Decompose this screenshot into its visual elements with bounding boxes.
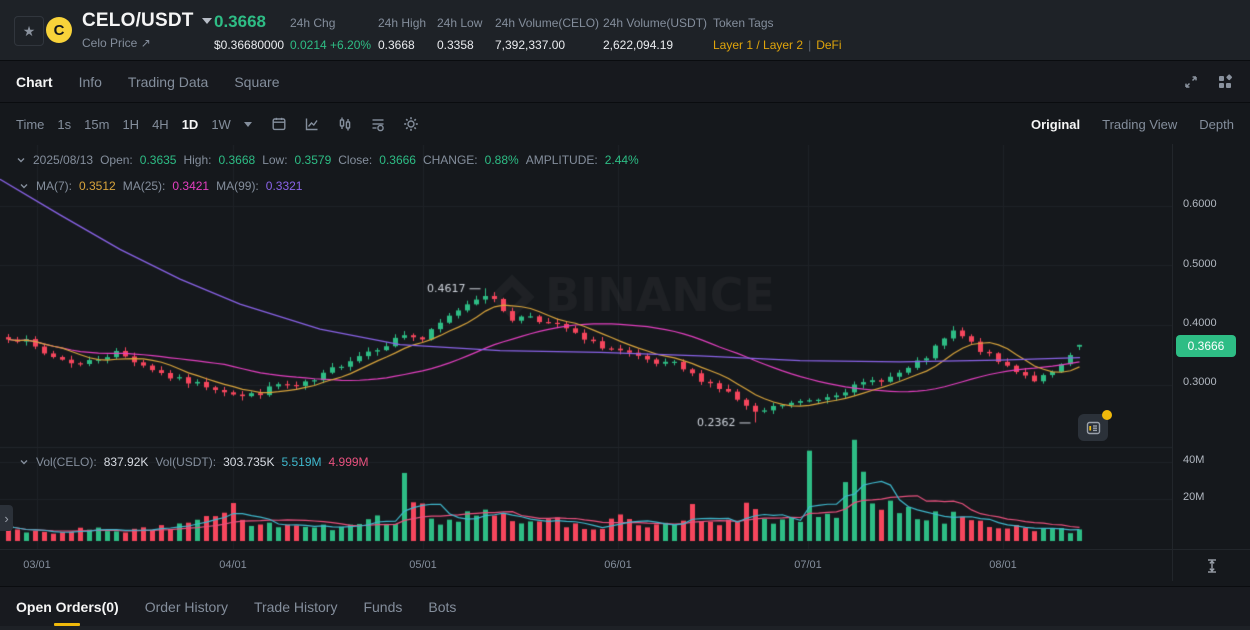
interval-1h[interactable]: 1H <box>122 116 140 132</box>
star-icon: ★ <box>22 22 36 39</box>
ohlc-open: 0.3635 <box>139 153 177 167</box>
tab-info[interactable]: Info <box>78 73 102 90</box>
expand-icon[interactable] <box>1182 73 1200 91</box>
ohlc-info-row: 2025/08/13 Open: 0.3635 High: 0.3668 Low: 0… <box>16 153 639 167</box>
news-feed-button[interactable] <box>1078 410 1112 441</box>
stat-24h-high: 24h High 0.3668 <box>378 16 427 52</box>
view-tradingview[interactable]: Trading View <box>1102 116 1178 132</box>
price-tick: 0.3000 <box>1183 376 1217 388</box>
chevron-down-icon[interactable] <box>19 457 29 467</box>
time-tick: 03/01 <box>23 559 51 571</box>
interval-1d[interactable]: 1D <box>181 116 199 132</box>
interval-15m[interactable]: 15m <box>84 116 110 132</box>
stat-24h-chg: 24h Chg 0.0214 +6.20% <box>290 16 372 52</box>
interval-1w[interactable]: 1W <box>211 116 231 132</box>
volume-tick: 20M <box>1183 491 1205 503</box>
pair-title: CELO/USDT <box>82 10 194 31</box>
ma99-value: 0.3321 <box>265 179 303 193</box>
ohlc-low: 0.3579 <box>294 153 332 167</box>
tab-trade-history[interactable]: Trade History <box>253 599 338 615</box>
interval-dropdown-icon[interactable] <box>243 121 252 127</box>
stat-24h-low: 24h Low 0.3358 <box>437 16 483 52</box>
pair-selector[interactable]: CELO/USDT <box>82 10 212 32</box>
next-panel-edge <box>0 626 1250 630</box>
stat-24h-volume-usdt: 24h Volume(USDT) 2,622,094.19 <box>603 16 708 52</box>
ohlc-high: 0.3668 <box>218 153 256 167</box>
candlestick-chart-canvas[interactable] <box>0 145 1172 549</box>
view-original[interactable]: Original <box>1031 116 1081 132</box>
main-tabbar: Chart Info Trading Data Square <box>0 61 1250 102</box>
time-tick: 07/01 <box>794 559 822 571</box>
vol-celo-value: 837.92K <box>103 455 149 469</box>
last-price-tag: 0.3666 <box>1176 335 1236 357</box>
ohlc-close: 0.3666 <box>379 153 416 167</box>
interval-4h[interactable]: 4H <box>152 116 169 132</box>
calendar-icon[interactable] <box>270 115 288 133</box>
tab-bots[interactable]: Bots <box>428 599 457 615</box>
interval-1s[interactable]: 1s <box>57 116 72 132</box>
ma7-value: 0.3512 <box>79 179 116 193</box>
settings-gear-icon[interactable] <box>402 115 420 133</box>
indicators-icon[interactable] <box>369 115 387 133</box>
panel-expand-icon[interactable]: › <box>0 505 13 531</box>
chevron-down-icon[interactable] <box>19 181 29 191</box>
vol-ma-fast-value: 5.519M <box>281 455 322 469</box>
pair-subtitle-link[interactable]: Celo Price ↗ <box>82 36 151 50</box>
celo-coin-icon: C <box>46 17 72 43</box>
caret-down-icon <box>201 18 212 24</box>
ma25-value: 0.3421 <box>172 179 210 193</box>
ohlc-change: 0.88% <box>484 153 519 167</box>
orders-tabbar: Open Orders(0) Order History Trade Histo… <box>0 586 1250 627</box>
ma-info-row: MA(7): 0.3512 MA(25): 0.3421 MA(99): 0.3321 <box>19 179 302 193</box>
candles-icon[interactable] <box>336 115 354 133</box>
tag-defi[interactable]: DeFi <box>816 38 842 52</box>
tab-trading-data[interactable]: Trading Data <box>127 73 209 90</box>
price-tick: 0.4000 <box>1183 317 1217 329</box>
chart-toolbar: Time 1s 15m 1H 4H 1D 1W <box>0 102 1250 145</box>
pair-header: ★ C CELO/USDT Celo Price ↗ 0.3668 $0.366… <box>0 0 1250 61</box>
price-tick: 0.6000 <box>1183 198 1217 210</box>
vol-ma-slow-value: 4.999M <box>328 455 369 469</box>
time-tick: 06/01 <box>604 559 632 571</box>
volume-tick: 40M <box>1183 454 1205 466</box>
ohlc-amplitude: 2.44% <box>604 153 639 167</box>
time-tick: 05/01 <box>409 559 437 571</box>
tag-layer1-layer2[interactable]: Layer 1 / Layer 2 <box>713 38 804 52</box>
tab-funds[interactable]: Funds <box>363 599 403 615</box>
tab-open-orders[interactable]: Open Orders(0) <box>16 599 119 615</box>
volume-info-row: Vol(CELO): 837.92K Vol(USDT): 303.735K 5.5… <box>19 455 369 469</box>
token-tags: Token Tags Layer 1 / Layer 2 | DeFi <box>713 16 842 52</box>
stat-24h-volume-celo: 24h Volume(CELO) 7,392,337.00 <box>495 16 600 52</box>
favorite-star-button[interactable]: ★ <box>14 16 44 46</box>
price-tick: 0.5000 <box>1183 258 1217 270</box>
time-axis[interactable]: 03/01 04/01 05/01 06/01 07/01 08/01 <box>0 549 1172 581</box>
notification-dot <box>1102 410 1112 420</box>
price-axis[interactable]: 0.3666 0.6000 0.5000 0.4000 0.3000 40M 20M <box>1172 144 1250 549</box>
last-price: 0.3668 <box>214 12 266 31</box>
ohlc-date: 2025/08/13 <box>33 153 94 167</box>
external-link-icon: ↗ <box>140 36 151 50</box>
chart-region: 2025/08/13 Open: 0.3635 High: 0.3668 Low: 0… <box>0 144 1250 581</box>
view-depth[interactable]: Depth <box>1199 116 1234 132</box>
last-price-usd: $0.36680000 <box>214 38 285 52</box>
axis-scale-icon[interactable] <box>1172 549 1250 581</box>
tab-chart[interactable]: Chart <box>16 73 53 90</box>
tab-square[interactable]: Square <box>234 73 280 90</box>
tab-order-history[interactable]: Order History <box>144 599 228 615</box>
vol-usdt-value: 303.735K <box>223 455 275 469</box>
layout-grid-icon[interactable] <box>1216 73 1234 91</box>
time-label: Time <box>16 116 45 132</box>
time-tick: 08/01 <box>989 559 1017 571</box>
line-chart-icon[interactable] <box>303 115 321 133</box>
time-tick: 04/01 <box>219 559 247 571</box>
chevron-down-icon[interactable] <box>16 155 26 165</box>
